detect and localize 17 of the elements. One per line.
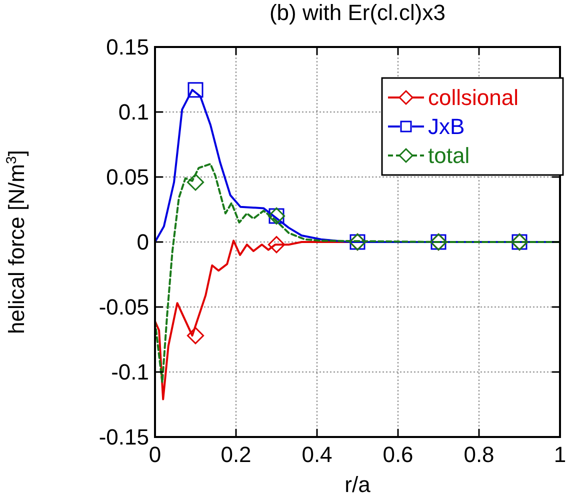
y-tick-label: 0.1 (118, 100, 149, 125)
y-tick-label: -0.05 (98, 294, 149, 320)
y-tick-label: -0.15 (98, 424, 149, 450)
x-tick-label: 0.2 (220, 442, 252, 467)
y-tick-label: 0 (136, 230, 149, 255)
x-tick-label: 0.6 (382, 442, 414, 467)
x-tick-label: 0.4 (302, 442, 332, 467)
legend-label: JxB (428, 114, 465, 140)
y-tick-label: -0.1 (111, 360, 149, 385)
y-tick-label: 0.05 (106, 164, 149, 190)
y-tick-label: 0.15 (106, 34, 149, 60)
chart-title: (b) with Er(cl.cl)x3 (269, 0, 446, 25)
legend-label: collsional (428, 85, 518, 110)
x-tick-label: 0.8 (464, 442, 494, 467)
legend-label: total (428, 143, 470, 168)
x-tick-label: 1 (554, 442, 566, 467)
x-axis-title: r/a (344, 472, 372, 497)
